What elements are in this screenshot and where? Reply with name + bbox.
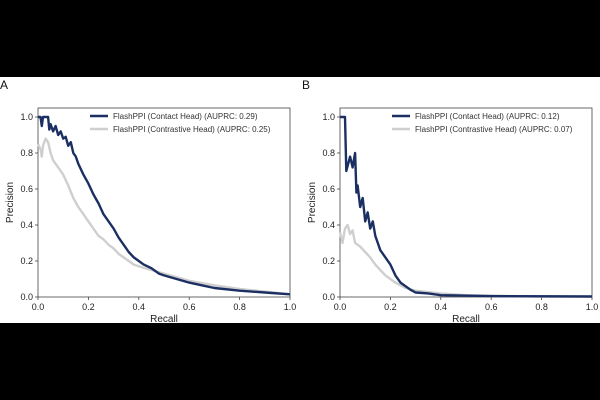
panel-b: B 0.0 0.2 0.4 0.6 0.8 1.0 0.0 0.2 0.4 0.6 0.8 1.0 Re… (302, 78, 598, 323)
x-tick-label: 0.0 (32, 302, 45, 312)
y-axis-label: Precision (5, 182, 16, 223)
x-tick-label: 0.2 (82, 302, 95, 312)
y-tick-label: 1.0 (20, 112, 33, 122)
chart-canvas: A 0.0 0.2 0.4 0.6 0.8 1.0 0.0 0.2 0.4 0.6 0.8 1.0 Re… (0, 78, 598, 323)
plot-area (37, 107, 291, 298)
plot-area (339, 107, 593, 298)
y-tick-label: 0.4 (20, 220, 33, 230)
x-tick-label: 0.4 (133, 302, 146, 312)
y-tick-label: 0.0 (322, 292, 335, 302)
y-tick-label: 0.6 (20, 184, 33, 194)
x-tick-label: 0.0 (334, 302, 347, 312)
y-tick-label: 0.2 (322, 256, 335, 266)
x-tick-label: 0.4 (435, 302, 448, 312)
series-line-contact-head (340, 115, 593, 298)
figure: A 0.0 0.2 0.4 0.6 0.8 1.0 0.0 0.2 0.4 0.6 0.8 1.0 Re… (0, 77, 600, 323)
y-tick-label: 0.8 (322, 148, 335, 158)
x-tick-label: 0.8 (233, 302, 246, 312)
series-line-contrastive-head (36, 137, 291, 296)
legend-entry: FlashPPI (Contrastive Head) (AUPRC: 0.25… (113, 125, 271, 134)
y-tick-label: 1.0 (322, 112, 335, 122)
y-axis-label: Precision (307, 182, 318, 223)
y-tick-label: 0.8 (20, 148, 33, 158)
panel-a: A 0.0 0.2 0.4 0.6 0.8 1.0 0.0 0.2 0.4 0.6 0.8 1.0 Re… (0, 78, 296, 323)
x-tick-label: 0.6 (183, 302, 196, 312)
panel-label: A (0, 78, 8, 92)
x-tick-label: 1.0 (586, 302, 599, 312)
y-tick-label: 0.6 (322, 184, 335, 194)
x-tick-label: 0.6 (485, 302, 498, 312)
y-tick-label: 0.0 (20, 292, 33, 302)
panel-label: B (302, 78, 310, 92)
legend-entry: FlashPPI (Contact Head) (AUPRC: 0.12) (415, 112, 560, 121)
legend-entry: FlashPPI (Contact Head) (AUPRC: 0.29) (113, 112, 258, 121)
series-line-contact-head (38, 115, 291, 296)
legend-entry: FlashPPI (Contrastive Head) (AUPRC: 0.07… (415, 125, 573, 134)
x-tick-label: 0.2 (384, 302, 397, 312)
y-tick-label: 0.4 (322, 220, 335, 230)
y-tick-label: 0.2 (20, 256, 33, 266)
x-axis-label: Recall (452, 314, 480, 323)
x-axis-label: Recall (150, 314, 178, 323)
x-tick-label: 1.0 (284, 302, 297, 312)
x-tick-label: 0.8 (535, 302, 548, 312)
